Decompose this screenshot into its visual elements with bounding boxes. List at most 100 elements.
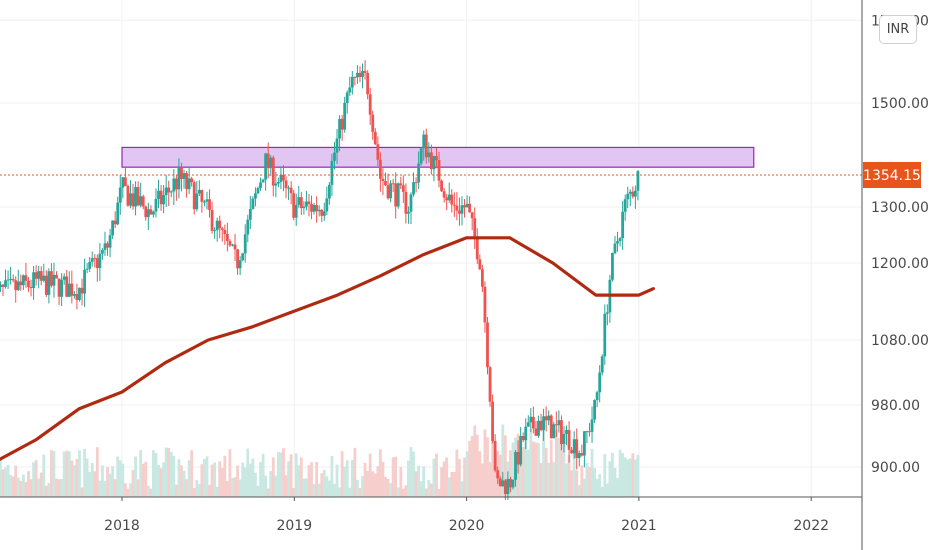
candle-body — [498, 478, 502, 487]
candle-body — [75, 294, 79, 301]
candle-body — [429, 152, 433, 170]
candle-body — [225, 234, 229, 241]
candle-body — [463, 205, 466, 208]
volume-bar — [287, 461, 290, 497]
candle-body — [613, 243, 617, 254]
volume-bar — [330, 456, 334, 497]
volume-bar — [340, 451, 344, 497]
volume-bar — [0, 459, 2, 497]
volume-bar — [113, 479, 117, 497]
candle-body — [478, 259, 482, 270]
volume-bar — [613, 467, 617, 497]
volume-bar — [631, 453, 635, 497]
candle-body — [302, 206, 306, 209]
volume-bar — [282, 448, 285, 497]
candle-body — [44, 275, 48, 295]
volume-bar — [529, 429, 533, 497]
y-tick-label: 1300.00 — [871, 200, 929, 216]
volume-bar — [475, 434, 479, 497]
price-label-box — [863, 162, 921, 188]
candle-body — [305, 201, 308, 207]
volume-bar — [333, 483, 336, 497]
candle-body — [34, 272, 38, 279]
volume-bar — [432, 458, 436, 497]
candle-body — [167, 187, 171, 193]
volume-bar — [228, 449, 232, 497]
candle-body — [57, 278, 61, 297]
volume-bar — [468, 440, 472, 497]
volume-bar — [11, 476, 15, 497]
volume-bar — [154, 453, 158, 497]
candle-body — [187, 178, 191, 190]
volume-bar — [177, 459, 181, 497]
volume-bar — [480, 463, 484, 497]
volume-bar — [424, 488, 428, 497]
volume-bar — [106, 467, 109, 497]
candle-body — [506, 478, 510, 495]
candle-body — [503, 480, 507, 495]
volume-bar — [215, 486, 219, 497]
candle-body — [417, 163, 421, 183]
currency-button[interactable]: INR — [879, 15, 917, 44]
volume-bar — [588, 467, 591, 497]
candle-body — [376, 144, 380, 160]
volume-bar — [139, 450, 143, 497]
candle-body — [623, 199, 627, 212]
candle-body — [325, 198, 329, 212]
volume-bar — [305, 478, 308, 497]
candle-body — [116, 202, 120, 225]
candle-body — [261, 179, 265, 183]
volume-bar — [547, 462, 551, 497]
x-tick-label: 2019 — [276, 518, 312, 534]
volume-bar — [437, 488, 441, 497]
volume-bar — [289, 454, 293, 497]
candle-body — [437, 160, 441, 181]
candle-body — [213, 230, 217, 232]
volume-bar — [108, 473, 112, 497]
candle-body — [389, 183, 392, 199]
volume-bar — [407, 460, 410, 497]
volume-bar — [149, 488, 153, 497]
candle-body — [144, 206, 148, 218]
volume-bar — [98, 480, 102, 497]
volume-bar — [452, 471, 456, 497]
candle-body — [32, 272, 35, 289]
candle-body — [101, 249, 104, 254]
candle-body — [241, 253, 245, 261]
candle-body — [549, 415, 553, 439]
candle-body — [162, 195, 166, 205]
candle-body — [524, 426, 528, 441]
candle-body — [378, 159, 382, 179]
volume-bar — [205, 456, 209, 497]
candle-body — [427, 152, 431, 158]
candle-body — [593, 400, 596, 420]
volume-bar — [95, 447, 99, 497]
volume-bar — [389, 483, 392, 497]
candle-body — [542, 416, 545, 431]
candle-body — [190, 178, 194, 183]
candle-body — [67, 283, 71, 297]
volume-bar — [521, 446, 525, 497]
volume-bar — [585, 462, 589, 497]
candle-body — [264, 153, 268, 180]
volume-bar — [195, 480, 199, 497]
candle-body — [501, 480, 505, 487]
candle-body — [470, 212, 474, 219]
candle-body — [588, 431, 591, 433]
candle-body — [131, 193, 135, 207]
candle-body — [483, 286, 487, 323]
volume-bar — [231, 477, 234, 497]
candle-body — [327, 184, 331, 199]
volume-bar — [511, 442, 515, 497]
candle-body — [180, 167, 183, 179]
volume-bar — [75, 459, 79, 497]
volume-bar — [116, 456, 120, 497]
candle-body — [526, 422, 530, 427]
volume-bar — [238, 479, 242, 497]
candle-body — [152, 211, 155, 215]
volume-bar — [185, 479, 188, 497]
candle-body — [228, 240, 232, 246]
candle-body — [335, 138, 339, 153]
volume-bar — [284, 475, 288, 497]
